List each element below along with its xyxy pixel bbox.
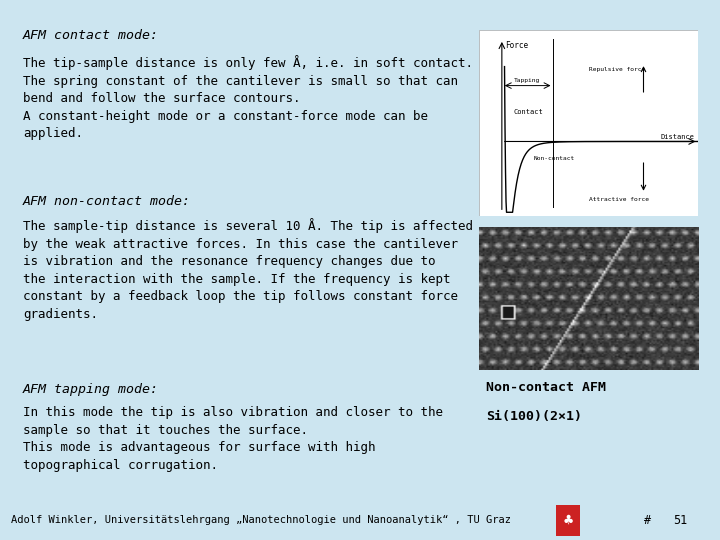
Text: Force: Force: [505, 41, 528, 50]
Text: In this mode the tip is also vibration and closer to the
sample so that it touch: In this mode the tip is also vibration a…: [23, 406, 443, 471]
Text: AFM tapping mode:: AFM tapping mode:: [23, 383, 159, 396]
Text: Contact: Contact: [514, 109, 544, 114]
Text: Tapping: Tapping: [514, 78, 540, 83]
Text: Non-contact: Non-contact: [534, 156, 575, 161]
Text: Repulsive force: Repulsive force: [589, 66, 645, 72]
Text: Distance: Distance: [660, 134, 694, 140]
Text: #: #: [644, 514, 652, 527]
Text: Si(100)(2×1): Si(100)(2×1): [486, 410, 582, 423]
Text: The sample-tip distance is several 10 Å. The tip is affected
by the weak attract: The sample-tip distance is several 10 Å.…: [23, 218, 473, 321]
Text: The tip-sample distance is only few Å, i.e. in soft contact.
The spring constant: The tip-sample distance is only few Å, i…: [23, 55, 473, 140]
Text: AFM contact mode:: AFM contact mode:: [23, 29, 159, 42]
Text: Adolf Winkler, Universitätslehrgang „Nanotechnologie und Nanoanalytik“ , TU Graz: Adolf Winkler, Universitätslehrgang „Nan…: [11, 515, 510, 525]
Text: Non-contact AFM: Non-contact AFM: [486, 381, 606, 394]
Text: Attractive force: Attractive force: [589, 197, 649, 202]
Text: ♣: ♣: [562, 514, 574, 527]
Text: AFM non-contact mode:: AFM non-contact mode:: [23, 195, 191, 208]
Text: 51: 51: [673, 514, 688, 527]
